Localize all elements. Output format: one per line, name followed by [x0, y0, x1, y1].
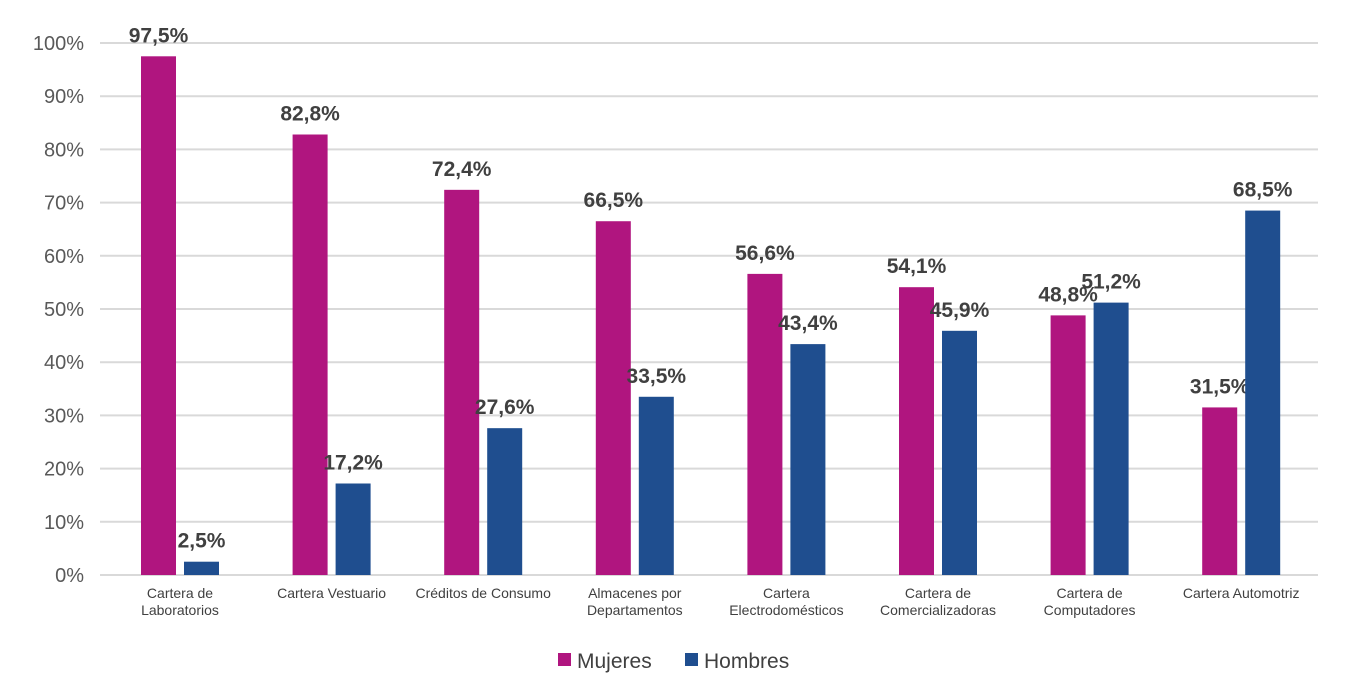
bar-hombres — [184, 561, 219, 575]
data-label: 72,4% — [432, 158, 492, 181]
data-label: 43,4% — [778, 312, 838, 335]
legend-swatch — [685, 653, 698, 666]
bar-mujeres — [595, 221, 631, 575]
bar-hombres — [335, 483, 371, 575]
category-label: Almacenes por — [588, 585, 682, 601]
category-label: Electrodomésticos — [729, 602, 843, 618]
legend-label: Mujeres — [577, 650, 652, 673]
legend-swatch — [558, 653, 571, 666]
bar-hombres — [487, 428, 523, 575]
category-label: Cartera de — [905, 585, 971, 601]
category-label: Cartera de — [1057, 585, 1123, 601]
category-label: Créditos de Consumo — [415, 585, 551, 601]
category-label: Comercializadoras — [880, 602, 996, 618]
category-label: Cartera de — [147, 585, 213, 601]
data-label: 97,5% — [129, 24, 189, 47]
legend-label: Hombres — [704, 650, 789, 673]
bar-hombres — [942, 330, 977, 575]
bar-hombres — [790, 344, 826, 575]
y-tick-label: 70% — [44, 193, 84, 215]
y-tick-label: 30% — [44, 405, 84, 427]
bar-mujeres — [292, 134, 328, 575]
bar-hombres — [1093, 302, 1129, 575]
data-label: 54,1% — [887, 255, 947, 278]
category-label: Laboratorios — [141, 602, 219, 618]
y-tick-label: 10% — [44, 512, 84, 534]
y-tick-label: 80% — [44, 139, 84, 161]
data-label: 82,8% — [280, 103, 340, 126]
bar-mujeres — [444, 189, 480, 575]
category-label: Cartera Vestuario — [277, 585, 386, 601]
data-label: 45,9% — [930, 299, 990, 322]
data-label: 2,5% — [178, 530, 226, 553]
y-tick-label: 60% — [44, 246, 84, 268]
bar-hombres — [1245, 210, 1281, 575]
y-tick-label: 100% — [33, 33, 84, 55]
data-label: 31,5% — [1190, 375, 1250, 398]
bar-mujeres — [899, 287, 934, 575]
data-label: 17,2% — [323, 451, 383, 474]
bar-mujeres — [1202, 407, 1238, 575]
y-tick-label: 40% — [44, 352, 84, 374]
y-tick-label: 0% — [55, 565, 84, 587]
category-label: Departamentos — [587, 602, 683, 618]
data-label: 33,5% — [627, 365, 687, 388]
bar-mujeres — [1050, 315, 1086, 575]
data-label: 56,6% — [735, 242, 795, 265]
bar-mujeres — [747, 273, 783, 575]
category-label: Computadores — [1044, 602, 1136, 618]
data-label: 48,8% — [1038, 283, 1098, 306]
category-label: Cartera Automotriz — [1183, 585, 1300, 601]
data-label: 66,5% — [584, 189, 644, 212]
category-label: Cartera — [763, 585, 810, 601]
data-label: 51,2% — [1081, 271, 1141, 294]
data-label: 27,6% — [475, 396, 535, 419]
data-label: 68,5% — [1233, 179, 1293, 202]
y-tick-label: 90% — [44, 86, 84, 108]
bar-mujeres — [141, 56, 176, 576]
y-tick-label: 20% — [44, 459, 84, 481]
y-tick-label: 50% — [44, 299, 84, 321]
bar-hombres — [638, 396, 674, 575]
